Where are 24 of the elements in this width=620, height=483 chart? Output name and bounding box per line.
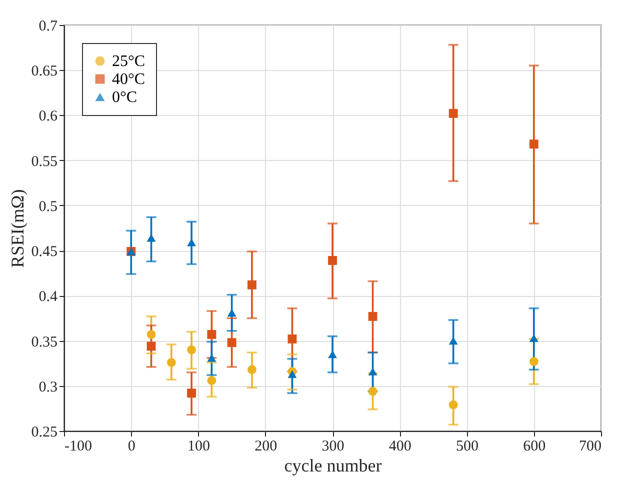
y-tick-label: 0.7 <box>38 18 58 34</box>
y-tick-label: 0.55 <box>31 154 58 170</box>
legend-label: 0°C <box>112 89 138 106</box>
y-tick-label: 0.6 <box>38 108 58 125</box>
x-tick-label: 400 <box>388 438 412 454</box>
y-tick-label: 0.45 <box>31 244 58 260</box>
x-tick-label: 200 <box>254 438 278 454</box>
x-tick-label: 500 <box>456 438 478 454</box>
x-tick-label: 300 <box>322 438 344 454</box>
y-tick-label: 0.35 <box>31 334 58 350</box>
y-tick-label: 0.4 <box>38 289 58 306</box>
x-axis-title: cycle number <box>284 456 382 476</box>
legend-label: 25°C <box>112 53 146 70</box>
y-tick-label: 0.65 <box>31 64 58 80</box>
x-tick-label: 600 <box>523 438 546 454</box>
x-tick-label: 0 <box>128 438 136 454</box>
y-tick-label: 0.5 <box>38 198 58 215</box>
x-tick-label: 100 <box>188 438 210 454</box>
y-tick-label: 0.25 <box>31 424 58 440</box>
x-tick-label: -100 <box>64 438 92 454</box>
x-tick-label: 700 <box>579 438 602 454</box>
y-tick-label: 0.3 <box>38 379 58 396</box>
legend-label: 40°C <box>112 71 146 88</box>
y-axis-title: RSEI(mΩ) <box>7 189 28 268</box>
